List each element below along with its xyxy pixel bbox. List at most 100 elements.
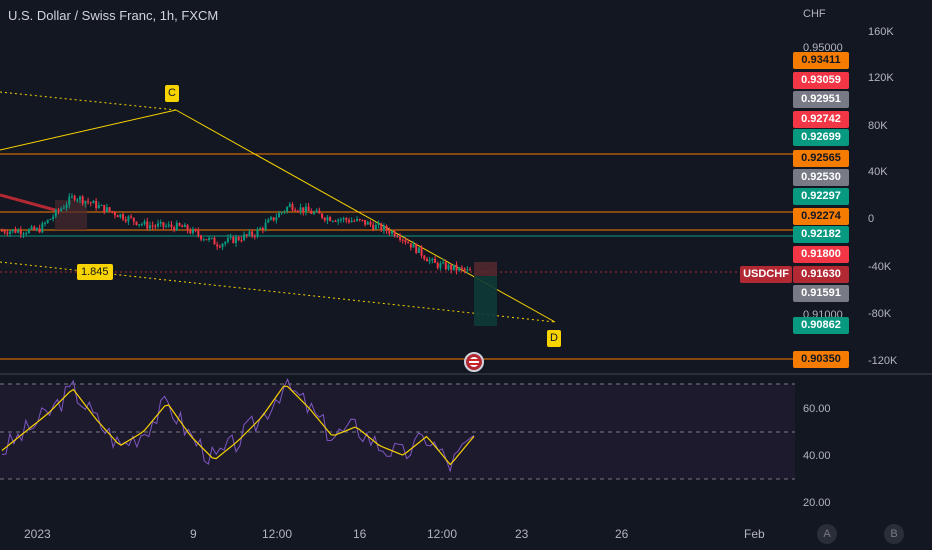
candle-body [62, 207, 65, 209]
volume-axis-tick: -120K [868, 355, 898, 367]
candle-body [304, 206, 307, 213]
candle-body [463, 268, 466, 271]
candle-body [151, 225, 154, 227]
candle-body [439, 263, 442, 268]
harmonic-leg [175, 109, 556, 323]
candle-body [369, 222, 372, 225]
candle-body [35, 228, 38, 231]
price-tag: 0.90862 [793, 317, 849, 334]
candle-body [232, 236, 235, 243]
price-tag: 0.92951 [793, 91, 849, 108]
candle-body [275, 217, 278, 221]
price-tag: 0.92699 [793, 129, 849, 146]
zone-rect [55, 200, 87, 230]
price-tag: 0.92297 [793, 188, 849, 205]
trend-line [0, 193, 56, 212]
candle-body [280, 212, 283, 214]
candle-body [434, 258, 437, 263]
candle-body [111, 211, 114, 213]
candle-body [135, 221, 138, 225]
candle-body [291, 204, 294, 211]
us-flag-event-icon[interactable] [464, 352, 484, 372]
candle-body [267, 219, 270, 223]
candle-body [9, 231, 12, 234]
price-tag: 0.92274 [793, 208, 849, 225]
candle-body [455, 264, 458, 271]
candle-body [401, 239, 404, 241]
candle-body [447, 264, 450, 270]
rsi-signal-line [1, 385, 475, 466]
candle-body [100, 204, 103, 206]
candle-body [127, 216, 130, 222]
candle-body [428, 259, 431, 262]
candle-body [350, 220, 353, 223]
candle-body [385, 225, 388, 231]
candle-body [103, 204, 106, 213]
candle-body [431, 258, 434, 260]
candle-body [361, 219, 364, 221]
candle-body [14, 229, 17, 233]
candle-body [221, 243, 224, 248]
candle-body [264, 222, 267, 230]
candle-body [272, 217, 275, 221]
candle-body [412, 243, 415, 248]
volume-axis-tick: 80K [868, 120, 888, 132]
candle-body [253, 235, 256, 237]
candle-body [73, 195, 76, 200]
price-tag: 0.92565 [793, 150, 849, 167]
candle-body [143, 221, 146, 225]
candle-body [76, 199, 79, 201]
candle-body [113, 212, 116, 216]
candle-body [269, 217, 272, 220]
harmonic-dotted-leg [0, 261, 556, 323]
auto-scale-button[interactable]: A [817, 524, 837, 544]
candle-body [302, 207, 305, 213]
candle-body [41, 223, 44, 233]
candle-body [235, 237, 237, 243]
candle-body [372, 224, 375, 230]
chart-title: U.S. Dollar / Swiss Franc, 1h, FXCM [8, 8, 219, 23]
volume-axis-tick: 0 [868, 213, 874, 225]
candle-body [329, 217, 332, 222]
candle-body [460, 267, 463, 269]
candle-body [407, 242, 410, 244]
candle-body [286, 206, 289, 212]
candle-body [216, 244, 219, 247]
candle-body [27, 229, 30, 234]
candle-body [108, 207, 111, 212]
position-stop-zone [474, 262, 497, 276]
candle-body [52, 216, 55, 219]
candle-body [154, 225, 157, 227]
pattern-value-label: 1.845 [77, 264, 113, 280]
candle-body [399, 236, 402, 240]
candle-body [243, 234, 246, 241]
candle-body [224, 241, 227, 244]
candle-body [205, 239, 208, 241]
candle-body [175, 223, 178, 231]
candle-body [259, 228, 262, 230]
candle-body [229, 236, 232, 239]
candle-body [278, 213, 281, 218]
candle-body [122, 214, 125, 220]
log-scale-button[interactable]: B [884, 524, 904, 544]
candle-body [68, 196, 71, 205]
candle-body [3, 230, 6, 233]
candle-body [393, 231, 396, 237]
candle-body [374, 224, 377, 230]
volume-axis-tick: 40K [868, 166, 888, 178]
candle-body [186, 224, 189, 231]
candle-body [70, 195, 73, 197]
price-tag: 0.92530 [793, 169, 849, 186]
pattern-point-d: D [547, 330, 561, 347]
candle-body [256, 229, 259, 237]
candle-body [382, 225, 385, 231]
candle-body [95, 200, 98, 209]
candle-body [364, 219, 367, 225]
candle-body [391, 231, 393, 234]
candle-body [444, 262, 447, 270]
time-axis-tick: 26 [615, 527, 629, 541]
candle-body [146, 221, 149, 229]
candle-body [218, 246, 221, 248]
